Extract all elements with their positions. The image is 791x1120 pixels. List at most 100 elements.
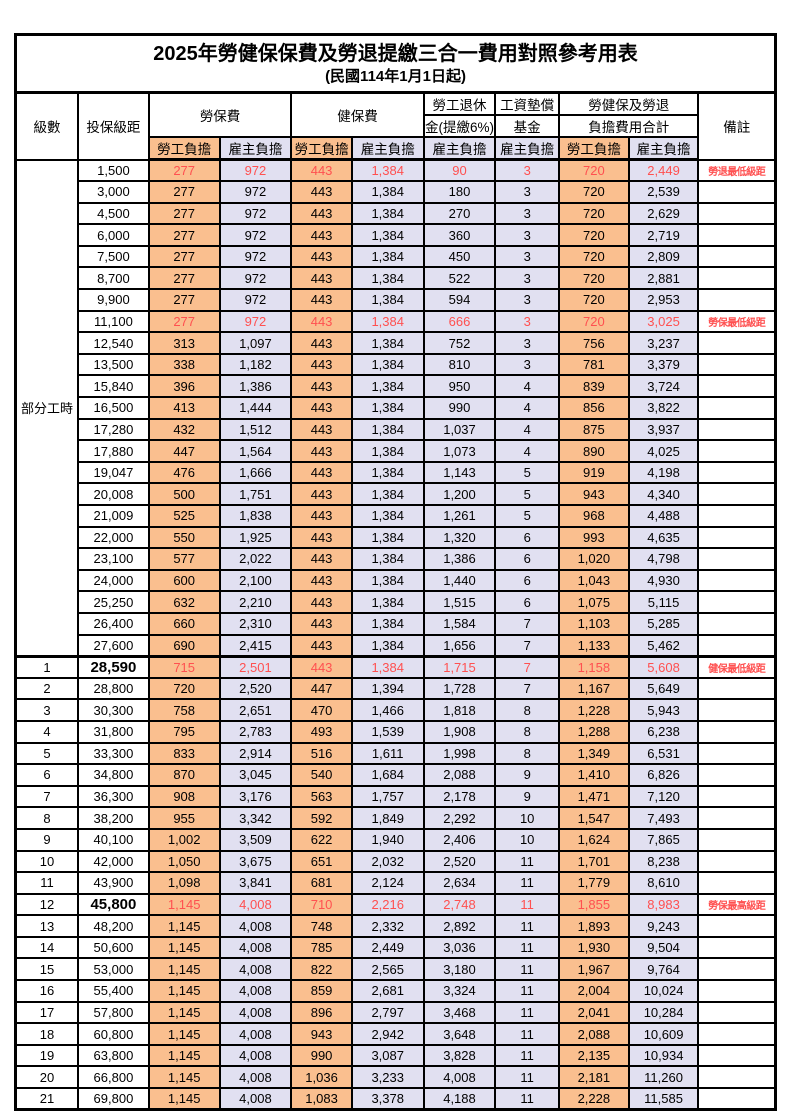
- value-cell: 443: [290, 309, 353, 334]
- value-cell: 2,953: [627, 288, 700, 312]
- value-cell: 1,384: [350, 439, 425, 463]
- value-cell: 2,210: [218, 590, 293, 614]
- value-cell: 525: [147, 504, 221, 528]
- value-cell: 1,133: [557, 633, 630, 658]
- value-cell: 1,002: [147, 827, 221, 852]
- value-cell: 4,008: [218, 892, 293, 917]
- value-cell: 3,342: [218, 806, 293, 830]
- value-cell: 4,798: [627, 547, 700, 571]
- remark-cell: [697, 525, 777, 550]
- value-cell: 1,394: [350, 676, 425, 701]
- value-cell: 1,097: [218, 331, 293, 355]
- remark-cell: [697, 417, 777, 442]
- value-cell: 4,008: [218, 1065, 293, 1090]
- table-row: 13 48,200 1,145 4,008 748 2,332 2,892 11 1,893 9,…: [14, 914, 777, 938]
- level-cell: 21: [14, 1087, 80, 1111]
- value-cell: 1,158: [557, 654, 630, 679]
- bracket-cell: 57,800: [77, 1000, 150, 1025]
- value-cell: 443: [290, 417, 353, 442]
- value-cell: 4,008: [218, 1000, 293, 1025]
- value-cell: 2,032: [350, 849, 425, 874]
- value-cell: 1,512: [218, 417, 293, 442]
- table-row: 6 34,800 870 3,045 540 1,684 2,088 9 1,410 6,826: [14, 763, 777, 787]
- value-cell: 1,386: [422, 547, 497, 571]
- remark-cell: [697, 568, 777, 593]
- value-cell: 432: [147, 417, 221, 442]
- value-cell: 6: [494, 568, 560, 593]
- group-header-pension-line1: 勞工退休: [422, 91, 497, 116]
- value-cell: 795: [147, 719, 221, 744]
- table-row: 8,700 277 972 443 1,384 522 3 720 2,881: [16, 266, 777, 291]
- value-cell: 9,764: [627, 957, 700, 982]
- bracket-cell: 28,800: [77, 676, 150, 701]
- remark-cell: [697, 979, 777, 1003]
- value-cell: 1,384: [350, 158, 425, 183]
- value-cell: 1,384: [350, 504, 425, 528]
- group-header-health-insurance: 健保費: [290, 91, 425, 138]
- value-cell: 7: [494, 676, 560, 701]
- bracket-cell: 7,500: [77, 244, 150, 269]
- table-row: 20,008 500 1,751 443 1,384 1,200 5 943 4,340: [16, 482, 777, 506]
- value-cell: 11: [494, 914, 560, 938]
- subheader-pension-employer: 雇主負擔: [422, 136, 497, 161]
- remark-cell: [697, 201, 777, 226]
- value-cell: 1,384: [350, 309, 425, 334]
- value-cell: 3: [494, 309, 560, 334]
- group-header-pension-line2: 金(提繳6%): [422, 114, 497, 138]
- bracket-cell: 66,800: [77, 1065, 150, 1090]
- table-row: 4,500 277 972 443 1,384 270 3 720 2,629: [16, 201, 777, 226]
- value-cell: 7,120: [627, 784, 700, 809]
- value-cell: 447: [290, 676, 353, 701]
- value-cell: 2,004: [557, 979, 630, 1003]
- value-cell: 2,892: [422, 914, 497, 938]
- value-cell: 4,008: [422, 1065, 497, 1090]
- remark-cell: [697, 180, 777, 204]
- table-row: 15 53,000 1,145 4,008 822 2,565 3,180 11 1,967 9,…: [14, 957, 777, 982]
- bracket-cell: 50,600: [77, 935, 150, 960]
- bracket-cell: 55,400: [77, 979, 150, 1003]
- value-cell: 10,609: [627, 1022, 700, 1046]
- value-cell: 1,471: [557, 784, 630, 809]
- bracket-cell: 11,100: [77, 309, 150, 334]
- table-row: 7 36,300 908 3,176 563 1,757 2,178 9 1,471 7,120: [14, 784, 777, 809]
- table-row: 1 28,590 715 2,501 443 1,384 1,715 7 1,158 5,608 健…: [14, 654, 777, 679]
- bracket-cell: 12,540: [77, 331, 150, 355]
- value-cell: 993: [557, 525, 630, 550]
- value-cell: 3,324: [422, 979, 497, 1003]
- value-cell: 972: [218, 266, 293, 291]
- value-cell: 1,075: [557, 590, 630, 614]
- value-cell: 1,701: [557, 849, 630, 874]
- table-row: 21 69,800 1,145 4,008 1,083 3,378 4,188 11 2,228…: [14, 1087, 777, 1111]
- value-cell: 1,020: [557, 547, 630, 571]
- value-cell: 1,043: [557, 568, 630, 593]
- value-cell: 270: [422, 201, 497, 226]
- value-cell: 5,285: [627, 611, 700, 636]
- level-cell: 7: [14, 784, 80, 809]
- bracket-cell: 36,300: [77, 784, 150, 809]
- value-cell: 3,675: [218, 849, 293, 874]
- value-cell: 681: [290, 871, 353, 895]
- value-cell: 10,024: [627, 979, 700, 1003]
- level-cell: 12: [14, 892, 80, 917]
- level-cell: 1: [14, 654, 80, 679]
- value-cell: 781: [557, 352, 630, 377]
- table-row: 12 45,800 1,145 4,008 710 2,216 2,748 11 1,855 8,…: [14, 892, 777, 917]
- value-cell: 7: [494, 611, 560, 636]
- value-cell: 1,145: [147, 1022, 221, 1046]
- level-cell: 19: [14, 1043, 80, 1068]
- value-cell: 1,925: [218, 525, 293, 550]
- remark-cell: [697, 827, 777, 852]
- table-row: 13,500 338 1,182 443 1,384 810 3 781 3,379: [16, 352, 777, 377]
- bracket-cell: 30,300: [77, 698, 150, 722]
- value-cell: 856: [557, 396, 630, 420]
- value-cell: 1,908: [422, 719, 497, 744]
- value-cell: 11: [494, 892, 560, 917]
- value-cell: 413: [147, 396, 221, 420]
- value-cell: 9: [494, 784, 560, 809]
- value-cell: 2,520: [422, 849, 497, 874]
- value-cell: 1,855: [557, 892, 630, 917]
- value-cell: 972: [218, 244, 293, 269]
- header-row-1: 級數 投保級距 勞保費 健保費 勞工退休 工資墊償 勞健保及勞退 備註: [14, 91, 777, 161]
- value-cell: 1,666: [218, 460, 293, 485]
